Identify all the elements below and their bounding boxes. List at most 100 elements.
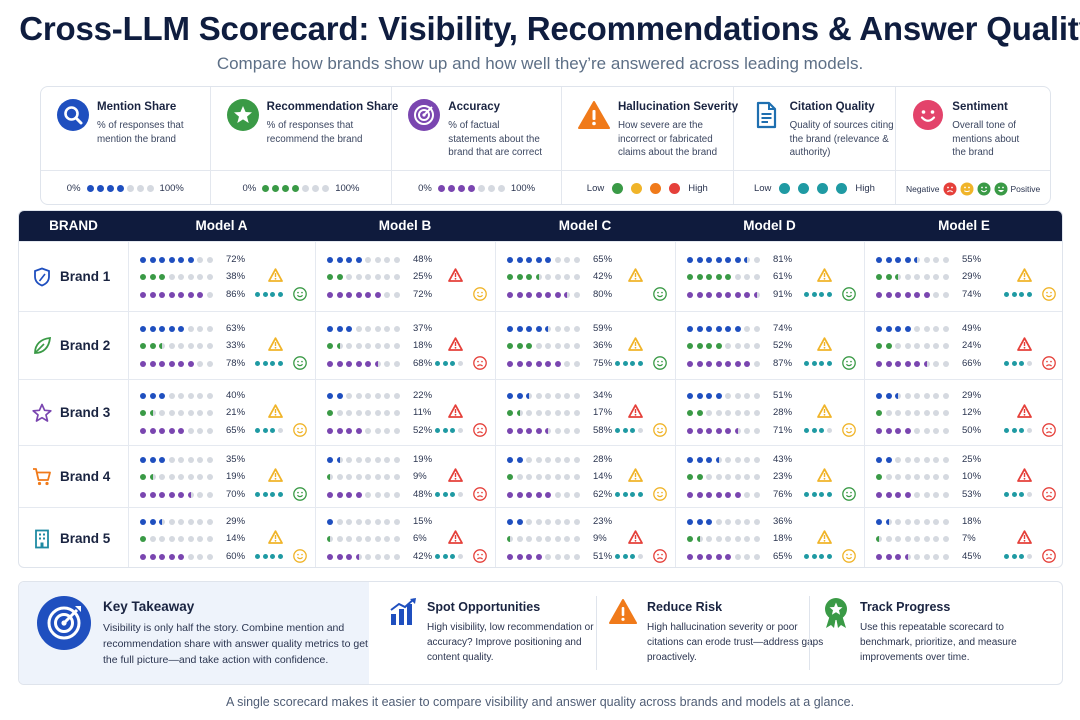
metric-dot (178, 326, 184, 332)
mention-share-value: 48% (413, 254, 433, 265)
mention-share-dots: 22% (327, 391, 432, 401)
metric-dot (895, 361, 901, 367)
metric-dot (178, 492, 184, 498)
metric-dot (346, 292, 352, 298)
metric-dot (725, 536, 731, 542)
citation-dot (615, 361, 620, 366)
citation-dot (262, 428, 268, 433)
metric-dot (168, 361, 175, 367)
metric-dot (535, 274, 542, 280)
metric-dot (206, 361, 213, 367)
metric-dot (706, 554, 712, 560)
metric-dot (346, 361, 352, 367)
metric-dot (706, 536, 712, 542)
sad-face-icon (943, 182, 957, 195)
citation-dot (622, 361, 628, 366)
metric-dot (355, 326, 362, 332)
mention-share-value: 15% (413, 516, 433, 527)
metric-dot (895, 257, 901, 263)
metric-dot (744, 457, 750, 463)
metric-dot (327, 536, 333, 542)
metric-dot (384, 326, 390, 332)
recommendation-share-value: 9% (413, 471, 427, 482)
citation-dot (255, 361, 260, 366)
neutral-sentiment-icon (842, 423, 856, 437)
mention-share-dots: 25% (876, 455, 981, 465)
metric-dot (573, 361, 580, 367)
metric-dot (384, 536, 390, 542)
citation-dot (1026, 554, 1032, 559)
scale-dot (136, 185, 144, 192)
metric-dot (178, 457, 184, 463)
negative-sentiment-icon (473, 356, 487, 370)
accuracy-value: 72% (413, 289, 433, 300)
scale-min: Low (753, 183, 772, 194)
legend-scale: 0% 100% (41, 170, 210, 206)
metric-dot (725, 343, 731, 349)
neutral-sentiment-icon (293, 549, 307, 563)
metric-dot (545, 292, 551, 298)
metric-dot (197, 393, 203, 399)
metric-dot (914, 343, 920, 349)
metric-dot (753, 474, 760, 480)
metric-dot (336, 474, 343, 480)
action-title: Reduce Risk (647, 600, 723, 614)
metric-dot (753, 274, 760, 280)
metric-dot (753, 410, 760, 416)
metric-dot (393, 457, 400, 463)
metric-dot (914, 457, 920, 463)
recommendation-share-dots: 18% (327, 341, 432, 351)
metric-dot (753, 492, 760, 498)
metric-dot (374, 410, 381, 416)
metric-dot (526, 410, 532, 416)
metric-dot (384, 292, 390, 298)
metric-dot (365, 326, 371, 332)
metric-dot (393, 410, 400, 416)
brand-name: Brand 1 (60, 269, 111, 284)
metric-dot (734, 257, 741, 263)
metric-dot (346, 457, 352, 463)
metric-dot (573, 393, 580, 399)
metric-dot (876, 361, 882, 367)
metric-dot (573, 457, 580, 463)
recommendation-share-value: 17% (593, 407, 613, 418)
metric-dot (365, 428, 371, 434)
metric-dot (687, 428, 693, 434)
accuracy-value: 75% (593, 358, 613, 369)
metric-dot (516, 361, 523, 367)
citation-dot (804, 492, 809, 497)
metric-dot (149, 393, 156, 399)
star-icon (32, 403, 52, 422)
table-header: BRAND Model A Model B Model C Model D Mo… (19, 211, 1062, 241)
metric-dot (384, 474, 390, 480)
metric-dot (904, 428, 911, 434)
mention-share-dots: 74% (687, 324, 792, 334)
hallucination-warning-icon (448, 337, 463, 351)
accuracy-dots: 87% (687, 359, 792, 369)
scale-dots (86, 185, 154, 192)
metric-dot (895, 457, 901, 463)
metric-dot (696, 428, 703, 434)
metric-dot (365, 343, 371, 349)
action-track-progress: Track Progress Use this repeatable score… (822, 582, 1042, 684)
metric-dot (942, 428, 949, 434)
metric-dot (744, 474, 750, 480)
citation-dot (450, 361, 455, 366)
citation-dot (804, 428, 809, 433)
citation-dot (262, 554, 268, 559)
scale-max: 100% (510, 183, 536, 194)
metric-dot (942, 343, 949, 349)
model-column-header: Model E (938, 218, 990, 233)
metric-dot (178, 361, 184, 367)
mention-share-dots: 72% (140, 255, 245, 265)
metric-dot (346, 492, 352, 498)
target-icon (408, 99, 441, 131)
metric-dot (178, 292, 184, 298)
metric-dot (753, 292, 760, 298)
mention-share-value: 29% (962, 390, 982, 401)
metric-dot (168, 428, 175, 434)
metric-dot (715, 457, 722, 463)
metric-dot (744, 274, 750, 280)
metric-dot (159, 492, 165, 498)
metric-dot (914, 519, 920, 525)
